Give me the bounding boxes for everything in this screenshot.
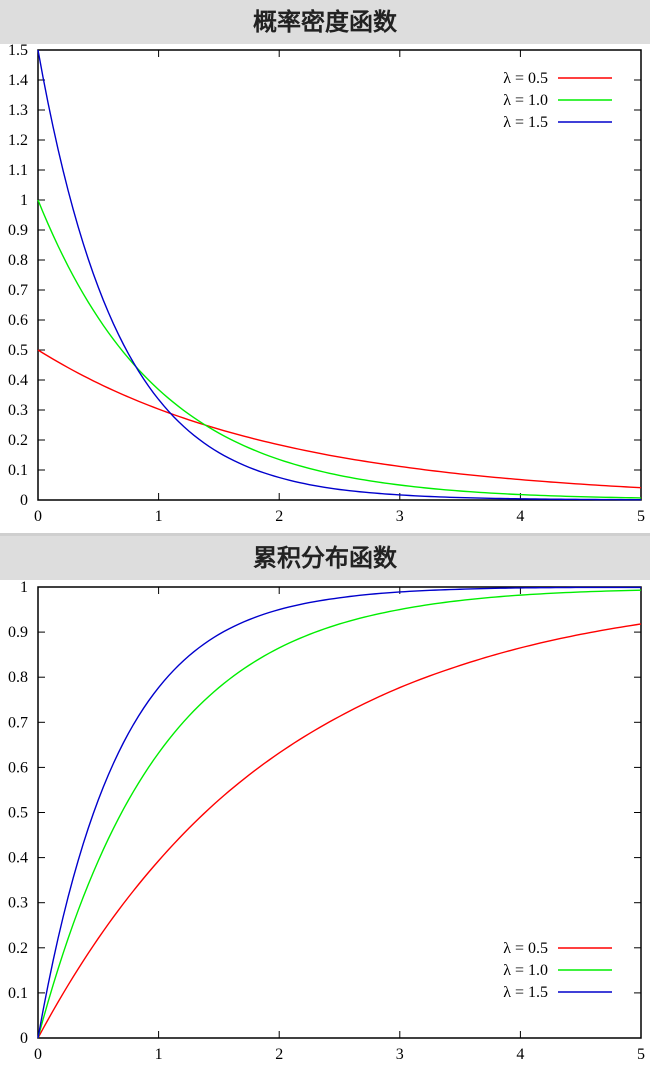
y-tick-label: 0.2 [8,940,28,957]
y-tick-label: 0.1 [8,985,28,1002]
plot-frame [37,49,642,501]
x-tick-label: 4 [516,1046,524,1063]
series-line-1 [37,349,642,489]
x-tick-label: 3 [396,508,404,525]
y-tick-label: 0 [20,492,28,509]
y-tick-label: 1.4 [8,72,28,89]
y-tick-label: 0.6 [8,312,28,329]
legend-label-2: λ = 1.0 [503,92,548,109]
y-tick-label: 0.1 [8,462,28,479]
y-tick-label: 0.9 [8,222,28,239]
y-tick-label: 0.8 [8,669,28,686]
y-tick-label: 1 [20,579,28,596]
pdf-chart: 0 1 2 3 4 5 0 0.1 0.2 0.3 0.4 0.5 0.6 0.7 0.8 0.9 1 1.1 1.… [8,42,645,525]
legend-label-1: λ = 0.5 [503,70,548,87]
x-tick-label: 0 [34,508,42,525]
x-tick-label: 0 [34,1046,42,1063]
y-tick-label: 1.2 [8,132,28,149]
panel-divider [0,533,650,536]
x-tick-label: 2 [275,508,283,525]
y-tick-label: 0.6 [8,759,28,776]
y-tick-label: 0.3 [8,402,28,419]
y-tick-label: 0.2 [8,432,28,449]
cdf-chart-title: 累积分布函数 [0,536,650,580]
y-tick-label: 0.4 [8,850,28,867]
x-tick-label: 1 [155,508,163,525]
x-tick-label: 1 [155,1046,163,1063]
legend-label-3: λ = 1.5 [503,984,548,1001]
series-line-2 [37,589,642,1039]
series-line-2 [37,199,642,499]
y-tick-label: 1.5 [8,42,28,59]
series-line-3 [37,586,641,1039]
x-tick-label: 2 [275,1046,283,1063]
legend-label-1: λ = 0.5 [503,940,548,957]
x-tick-label: 5 [637,1046,645,1063]
legend-label-3: λ = 1.5 [503,114,548,131]
y-tick-label: 0.3 [8,895,28,912]
y-tick-label: 0.8 [8,252,28,269]
y-tick-label: 1.1 [8,162,28,179]
y-tick-label: 0.7 [8,714,28,731]
pdf-chart-title: 概率密度函数 [0,0,650,44]
y-tick-label: 1 [20,192,28,209]
y-tick-label: 0.5 [8,342,28,359]
y-tick-label: 0 [20,1030,28,1047]
x-tick-label: 4 [516,508,524,525]
y-tick-label: 1.3 [8,102,28,119]
y-tick-label: 0.9 [8,624,28,641]
x-tick-label: 3 [396,1046,404,1063]
series-line-1 [37,623,642,1039]
y-tick-label: 0.7 [8,282,28,299]
legend-label-2: λ = 1.0 [503,962,548,979]
plot-frame [37,586,642,1039]
series-line-3 [37,49,642,501]
y-tick-label: 0.4 [8,372,28,389]
y-tick-label: 0.5 [8,805,28,822]
x-tick-label: 5 [637,508,645,525]
cdf-chart: 0 1 2 3 4 5 0 0.1 0.2 0.3 0.4 0.5 0.6 0.7 0.8 0.9 1 λ = 0… [8,579,645,1063]
